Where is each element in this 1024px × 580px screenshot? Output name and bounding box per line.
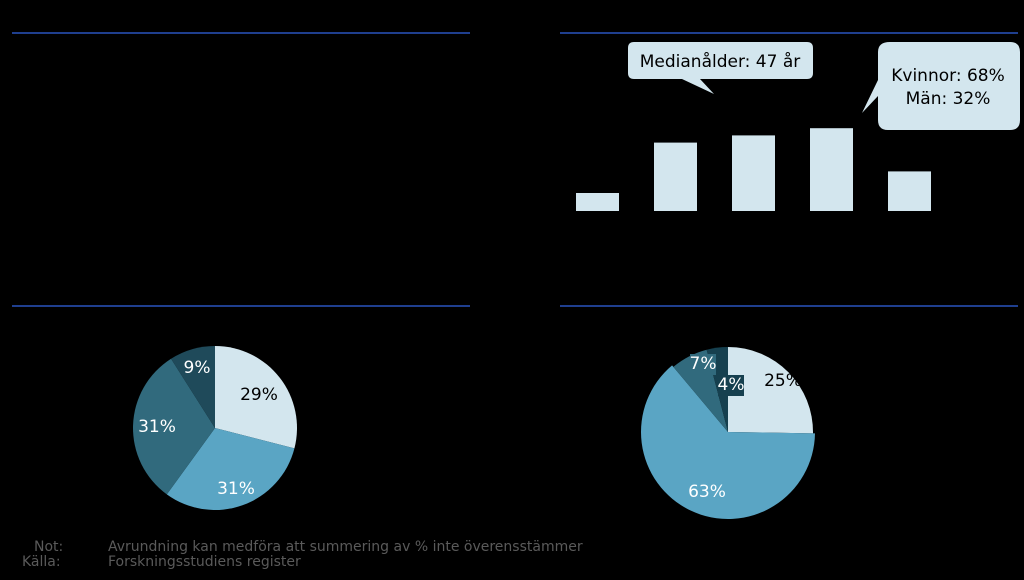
median-age-callout: Medianålder: 47 år (628, 42, 813, 94)
pie-chart-right: 25% 63% 7%4% (641, 347, 815, 519)
pie1-slice-2 (166, 428, 295, 511)
median-age-callout-bubble (628, 42, 813, 94)
note-text: Avrundning kan medföra att summering av … (108, 539, 583, 555)
pie1-slice-3 (133, 358, 215, 495)
pie2-slice-3 (673, 349, 728, 432)
age-bar-1 (576, 193, 619, 211)
footnote: Not: Avrundning kan medföra att summerin… (22, 540, 662, 574)
pie1-slice-1 (215, 345, 297, 449)
pie2-label-bg-4 (718, 375, 744, 396)
divider-bottom-left (12, 305, 470, 307)
pie-chart-left: 29% 31% 31% 9% (133, 345, 297, 511)
pie2-label-3: 7% (690, 354, 717, 374)
pie1-slice-4 (171, 346, 215, 428)
gender-callout: Kvinnor: 68% Män: 32% (862, 42, 1020, 130)
age-bar-5 (888, 171, 931, 211)
source-text: Forskningsstudiens register (108, 554, 301, 570)
pie1-label-3: 31% (138, 417, 176, 437)
age-bar-4 (810, 128, 853, 211)
gender-men-text: Män: 32% (906, 89, 991, 109)
pie2-slice-2 (641, 365, 815, 519)
pie2-label-2: 63% (688, 482, 726, 502)
pie2-slice-1 (728, 347, 814, 434)
pie2-label-4: 4% (718, 375, 745, 395)
note-key: Not: (34, 539, 64, 555)
divider-bottom-right (560, 305, 1018, 307)
age-bar-3 (732, 135, 775, 211)
gender-callout-bubble (862, 42, 1020, 130)
divider-top-right (560, 32, 1018, 34)
gender-women-text: Kvinnor: 68% (891, 66, 1005, 86)
age-bar-2 (654, 142, 697, 211)
divider-top-left (12, 32, 470, 34)
pie1-label-2: 31% (217, 479, 255, 499)
median-age-text: Medianålder: 47 år (640, 51, 801, 72)
source-key: Källa: (22, 554, 61, 570)
pie1-label-1: 29% (240, 385, 278, 405)
pie2-label-1: 25% (764, 371, 802, 391)
age-bar-chart (576, 128, 931, 211)
pie2-label-bg-3 (690, 354, 716, 375)
pie1-label-4: 9% (184, 358, 211, 378)
